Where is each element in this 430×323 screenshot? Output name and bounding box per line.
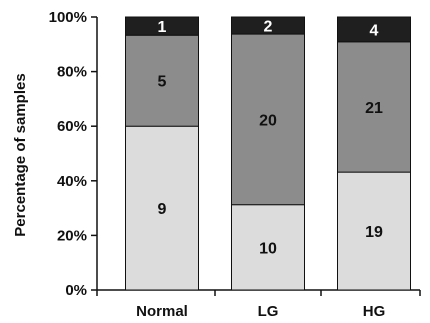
y-axis: 0% 20% 40% 60% 80% 100% xyxy=(49,9,98,299)
bar-segment xyxy=(231,33,305,206)
bar-segment xyxy=(125,16,199,36)
y-tick-label: 100% xyxy=(49,9,87,26)
data-label: 19 xyxy=(365,224,383,241)
y-tick-label: 40% xyxy=(57,173,87,190)
data-label: 21 xyxy=(365,100,383,117)
bar-segment xyxy=(231,204,305,291)
data-label: 5 xyxy=(158,74,167,91)
bar-hg: 19 21 4 xyxy=(337,16,411,291)
x-tick-label: Normal xyxy=(136,303,188,320)
y-tick-label: 80% xyxy=(57,64,87,81)
x-axis: Normal LG HG xyxy=(96,289,421,320)
y-tick-label: 60% xyxy=(57,118,87,135)
bar-lg: 10 20 2 xyxy=(231,16,305,291)
x-tick-label: LG xyxy=(258,303,279,320)
bar-segment xyxy=(337,41,411,173)
x-tick-label: HG xyxy=(363,303,386,320)
bar-segment xyxy=(337,171,411,291)
y-tick-label: 0% xyxy=(65,282,87,299)
bar-segment xyxy=(231,16,305,35)
data-label: 9 xyxy=(158,201,167,218)
data-label: 1 xyxy=(158,19,167,36)
bar-normal: 9 5 1 xyxy=(125,16,199,291)
data-label: 10 xyxy=(259,240,277,257)
bar-segment xyxy=(125,125,199,291)
data-label: 20 xyxy=(259,112,277,129)
bar-segment xyxy=(337,16,411,43)
y-axis-label: Percentage of samples xyxy=(12,73,29,236)
bars: 9 5 1 10 20 2 19 21 4 xyxy=(125,16,411,291)
y-tick-label: 20% xyxy=(57,227,87,244)
data-label: 2 xyxy=(264,19,273,36)
data-label: 4 xyxy=(370,22,379,39)
